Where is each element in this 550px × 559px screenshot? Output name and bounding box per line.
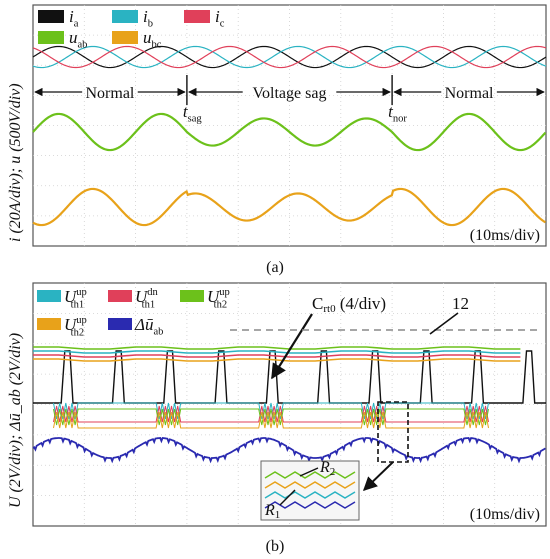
- legend-a-label-0: ia: [69, 7, 79, 29]
- legend-b-swatch-1: [108, 290, 132, 302]
- current-ic-trace: [32, 45, 547, 69]
- counter-arrow: [271, 313, 313, 380]
- panel-a-event-markers: tsag tnor: [183, 75, 407, 124]
- legend-b-swatch-2: [180, 290, 204, 302]
- threshold-activity-3-trace: [53, 411, 489, 429]
- panel-b-y-axis-label: U (2V/div); Δū_ab (2V/div): [7, 333, 24, 508]
- level-12-pointer: [429, 312, 459, 335]
- legend-b-label-4: Δūab: [134, 315, 163, 337]
- zoom-inset-trace-1: [264, 481, 356, 489]
- legend-b-swatch-0: [37, 290, 61, 302]
- legend-a-label-4: ubc: [143, 28, 162, 50]
- legend-a-swatch-1: [112, 10, 138, 23]
- panel-a-scope: ia ib ic uab ubc Normal Voltage sag Normal tsa…: [7, 4, 547, 247]
- current-ib-trace: [32, 45, 547, 69]
- threshold-3-trace: [33, 358, 521, 362]
- panel-b-legend: Uup th1 Udn th1 Uup th2 Uup th2 Δūab: [37, 287, 230, 339]
- zoom-inset-trace-2: [264, 491, 356, 499]
- legend-a-swatch-4: [112, 31, 138, 44]
- voltage-uab-trace: [32, 112, 547, 152]
- legend-a-label-3: uab: [69, 28, 87, 50]
- threshold-activity-1-trace: [53, 405, 489, 423]
- legend-b-label-0: Uup th1: [64, 287, 87, 311]
- event-marker-label-0: tsag: [183, 102, 203, 124]
- current-ia-trace: [32, 45, 547, 69]
- oscilloscope-figure: ia ib ic uab ubc Normal Voltage sag Normal tsa…: [7, 4, 547, 527]
- legend-a-label-2: ic: [215, 7, 225, 29]
- panel-b-scope: Uup th1 Udn th1 Uup th2 Uup th2 Δūab Crt0 (4/div…: [7, 282, 547, 527]
- threshold-2-trace: [33, 346, 521, 350]
- threshold-0-trace: [33, 350, 521, 354]
- panel-a-waveforms: [32, 45, 547, 227]
- zoom-arrow: [362, 461, 394, 491]
- region-r2-pointer: [299, 467, 319, 477]
- event-marker-label-1: tnor: [388, 102, 407, 124]
- legend-b-swatch-3: [37, 318, 61, 330]
- panel-a-segments: Normal Voltage sag Normal: [34, 85, 545, 102]
- legend-a-swatch-0: [38, 10, 64, 23]
- voltage-ubc-trace: [32, 187, 546, 227]
- threshold-1-trace: [33, 354, 521, 358]
- zoom-inset-trace-0: [264, 471, 356, 479]
- legend-a-swatch-2: [184, 10, 210, 23]
- panel-a-legend: ia ib ic uab ubc: [38, 7, 225, 50]
- region-r2-label: R2: [319, 459, 335, 478]
- segment-label-0: Normal: [86, 85, 135, 102]
- legend-b-label-2: Uup th2: [207, 287, 230, 311]
- panel-a-grid: [33, 5, 546, 246]
- panel-a-y-axis-label: i (20A/div); u (500V/div): [7, 83, 24, 242]
- caption-a: (a): [266, 259, 284, 276]
- legend-a-label-1: ib: [143, 7, 153, 29]
- counter-label: Crt0 (4/div): [312, 294, 386, 315]
- legend-b-swatch-4: [108, 318, 132, 330]
- panel-a-time-scale: (10ms/div): [470, 227, 540, 244]
- delta-u-ab-trace: [32, 437, 546, 464]
- segment-label-2: Normal: [445, 85, 494, 102]
- level-12-label: 12: [452, 294, 469, 313]
- region-r1-pointer: [279, 489, 296, 506]
- panel-b-time-scale: (10ms/div): [470, 506, 540, 523]
- legend-b-label-3: Uup th2: [64, 315, 87, 339]
- panel-b-waveforms: [32, 346, 546, 464]
- legend-a-swatch-3: [38, 31, 64, 44]
- segment-label-1: Voltage sag: [253, 85, 327, 102]
- panel-b-annotations: Crt0 (4/div) 12 R1 R2: [230, 294, 540, 521]
- caption-b: (b): [265, 538, 285, 555]
- legend-b-label-1: Udn th1: [135, 287, 159, 311]
- region-r1-label: R1: [264, 502, 280, 521]
